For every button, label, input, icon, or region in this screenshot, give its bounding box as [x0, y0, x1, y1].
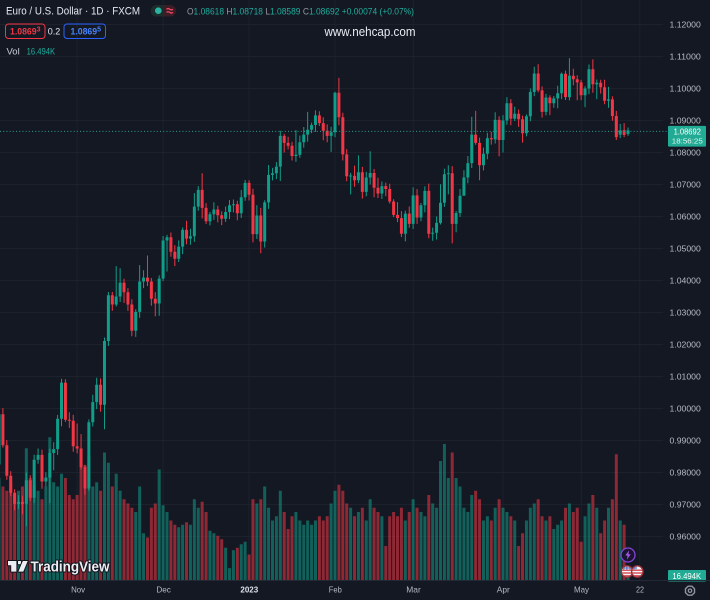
- svg-text:0.97000: 0.97000: [670, 501, 702, 510]
- svg-text:Vol: Vol: [7, 47, 20, 58]
- svg-text:Dec: Dec: [156, 584, 171, 594]
- svg-text:1.08692: 1.08692: [674, 128, 702, 137]
- svg-text:www.nehcap.com: www.nehcap.com: [324, 25, 416, 39]
- svg-text:1.10000: 1.10000: [670, 85, 702, 94]
- svg-text:0.96000: 0.96000: [670, 533, 702, 542]
- svg-text:1.04000: 1.04000: [670, 277, 702, 286]
- svg-text:1.03000: 1.03000: [670, 309, 702, 318]
- svg-text:16.494K: 16.494K: [672, 572, 701, 581]
- svg-text:Euro / U.S. Dollar · 1D · FXCM: Euro / U.S. Dollar · 1D · FXCM: [6, 6, 140, 18]
- svg-text:16.494K: 16.494K: [27, 47, 56, 58]
- svg-text:Nov: Nov: [71, 584, 86, 594]
- svg-text:1.08000: 1.08000: [670, 149, 702, 158]
- svg-text:1.08693: 1.08693: [10, 26, 41, 36]
- svg-text:1.08695: 1.08695: [71, 26, 102, 36]
- svg-text:TradingView: TradingView: [31, 560, 111, 576]
- svg-text:1.01000: 1.01000: [670, 373, 702, 382]
- svg-text:0.2: 0.2: [48, 26, 61, 36]
- svg-text:0.98000: 0.98000: [670, 469, 702, 478]
- svg-text:Mar: Mar: [406, 584, 421, 594]
- svg-text:1.02000: 1.02000: [670, 341, 702, 350]
- svg-text:Apr: Apr: [497, 584, 510, 594]
- svg-text:1.12000: 1.12000: [670, 21, 702, 30]
- svg-text:0.99000: 0.99000: [670, 437, 702, 446]
- svg-text:Feb: Feb: [329, 584, 342, 594]
- svg-text:2023: 2023: [240, 585, 258, 594]
- svg-text:22: 22: [636, 584, 644, 594]
- svg-text:1.07000: 1.07000: [670, 181, 702, 190]
- svg-text:1.00000: 1.00000: [670, 405, 702, 414]
- svg-text:1.11000: 1.11000: [670, 53, 702, 62]
- svg-text:May: May: [574, 584, 590, 594]
- svg-text:1.05000: 1.05000: [670, 245, 702, 254]
- svg-text:O1.08618 H1.08718 L1.08589 C1.: O1.08618 H1.08718 L1.08589 C1.08692 +0.0…: [187, 6, 414, 17]
- svg-text:1.09000: 1.09000: [670, 117, 702, 126]
- svg-text:18:56:25: 18:56:25: [672, 137, 703, 146]
- svg-text:1.06000: 1.06000: [670, 213, 702, 222]
